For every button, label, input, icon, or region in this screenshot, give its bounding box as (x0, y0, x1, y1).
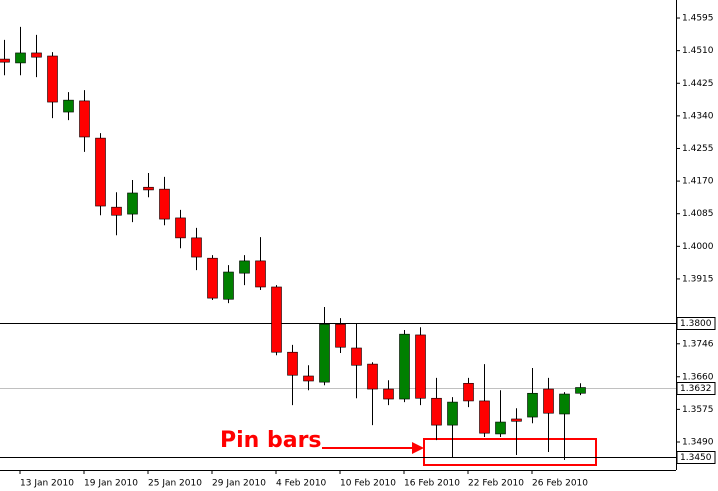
candle-body (255, 260, 266, 288)
highlight-box (423, 438, 597, 466)
y-tick-label: 1.3915 (682, 274, 714, 284)
candle-body (463, 382, 474, 402)
price-label: 1.3632 (680, 384, 712, 394)
candle-body (383, 388, 394, 400)
candle-body (367, 363, 378, 390)
candle-body (303, 375, 314, 382)
price-label-box (676, 382, 716, 395)
candle-body (575, 387, 586, 394)
candle-body (351, 347, 362, 366)
y-tick-label: 1.4085 (682, 209, 714, 219)
candle-body (47, 55, 58, 103)
level-label-box (676, 317, 716, 330)
y-tick-label: 1.3490 (682, 437, 714, 447)
candle-body (431, 397, 442, 426)
candle-body (207, 257, 218, 299)
x-tick-label: 22 Feb 2010 (468, 479, 524, 489)
candle-body (335, 323, 346, 348)
candle-body (287, 351, 298, 376)
candle-body (111, 206, 122, 216)
candle-body (543, 388, 554, 414)
candle-body (0, 58, 10, 63)
arrow-head (412, 442, 424, 454)
level-label: 1.3450 (680, 453, 712, 463)
candle-body (191, 237, 202, 258)
candle-body (63, 99, 74, 113)
candle-body (95, 137, 106, 207)
y-tick-label: 1.4170 (682, 177, 714, 187)
y-tick-label: 1.3575 (682, 405, 714, 415)
y-tick-label: 1.4425 (682, 79, 714, 89)
x-tick-label: 25 Jan 2010 (148, 479, 202, 489)
candle-body (175, 217, 186, 239)
y-tick-label: 1.4340 (682, 111, 714, 121)
y-tick-label: 1.4510 (682, 46, 714, 56)
candle-body (223, 271, 234, 300)
x-tick-label: 13 Jan 2010 (20, 479, 74, 489)
y-tick-label: 1.3746 (682, 339, 714, 349)
candle-body (495, 421, 506, 435)
candle-body (159, 188, 170, 220)
level-label-box (676, 451, 716, 464)
x-tick-label: 16 Feb 2010 (404, 479, 460, 489)
candle-body (319, 323, 330, 383)
y-tick-label: 1.4595 (682, 14, 714, 24)
candle-body (447, 401, 458, 426)
candle-body (127, 192, 138, 215)
y-tick-label: 1.4255 (682, 144, 714, 154)
y-tick-label: 1.3660 (682, 372, 714, 382)
candle-body (79, 100, 90, 138)
x-tick-label: 26 Feb 2010 (532, 479, 588, 489)
candle-body (415, 334, 426, 399)
x-tick-label: 4 Feb 2010 (276, 479, 327, 489)
level-label: 1.3800 (680, 319, 712, 329)
x-tick-label: 10 Feb 2010 (340, 479, 396, 489)
candle-body (15, 52, 26, 64)
candle-body (399, 333, 410, 400)
candle-body (479, 400, 490, 434)
y-tick-label: 1.4000 (682, 242, 714, 252)
candle-body (143, 186, 154, 191)
x-tick-label: 29 Jan 2010 (212, 479, 266, 489)
annotation: Pin bars (220, 428, 322, 453)
candle-body (527, 392, 538, 418)
candle-body (511, 418, 522, 422)
candle-body (31, 52, 42, 58)
candle-body (559, 393, 570, 415)
x-tick-label: 19 Jan 2010 (84, 479, 138, 489)
candle-body (271, 286, 282, 353)
candle-body (239, 260, 250, 274)
